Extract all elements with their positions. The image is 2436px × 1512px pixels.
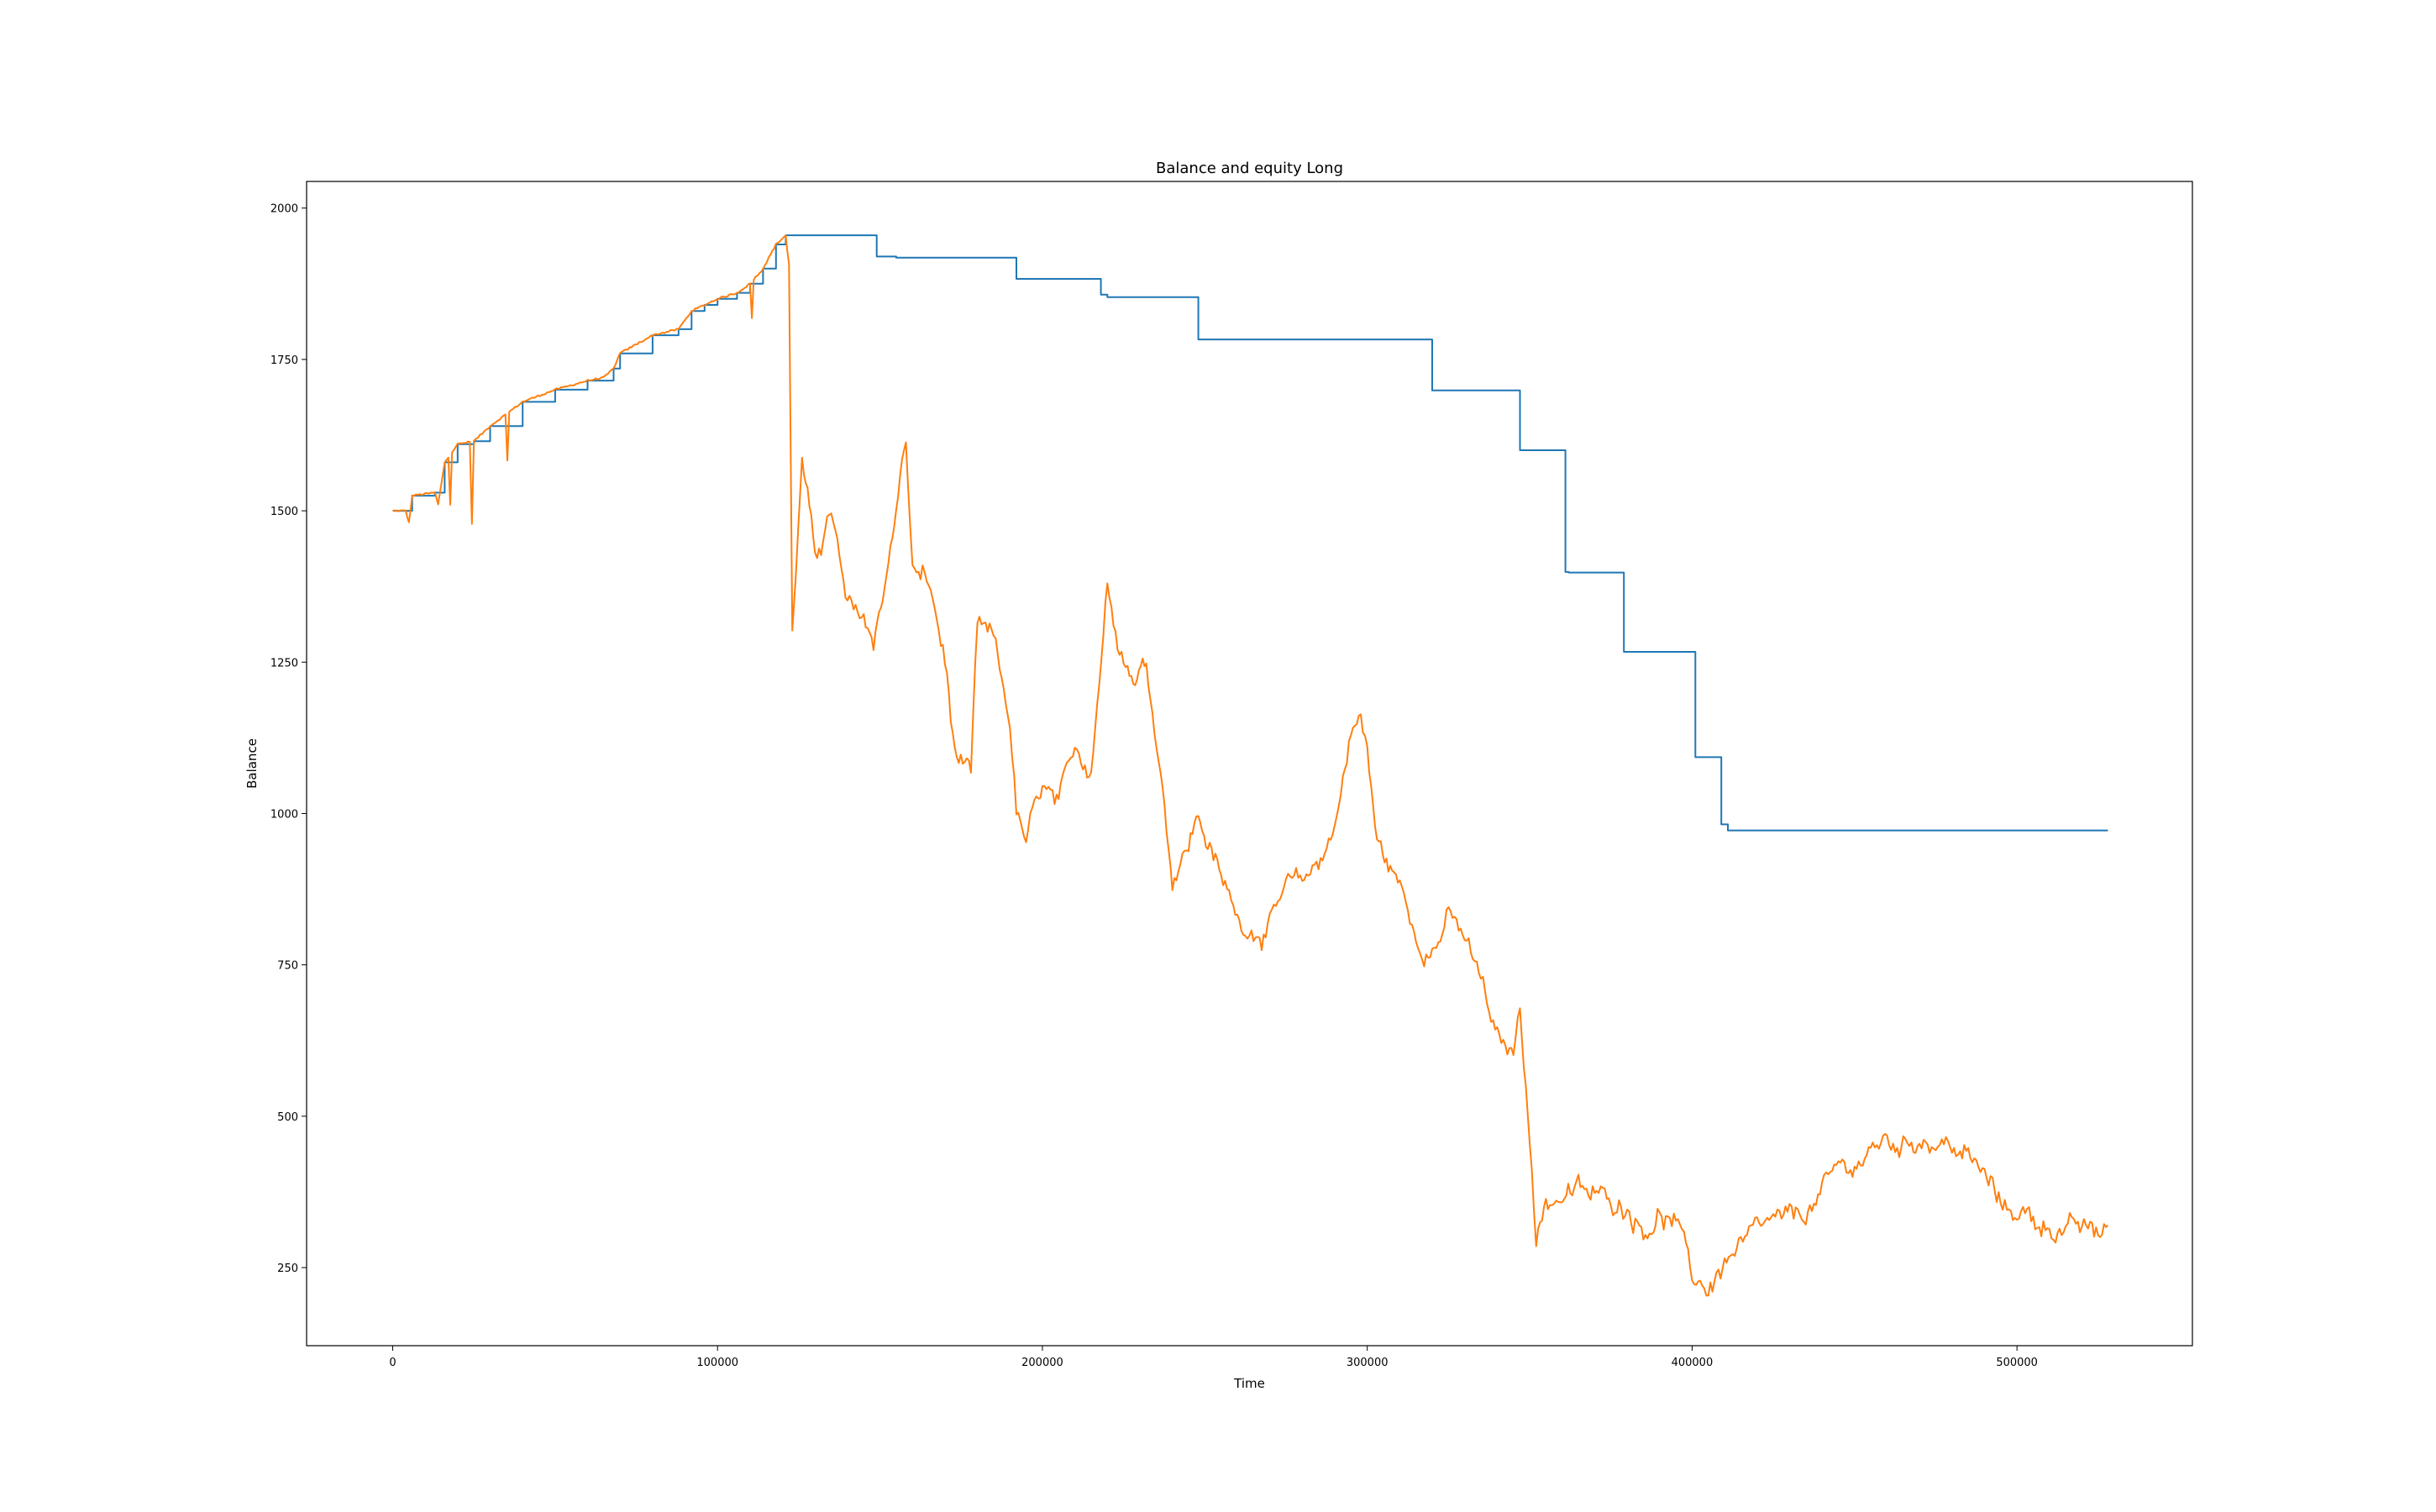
y-tick-label: 1750 xyxy=(270,354,298,367)
y-tick-label: 500 xyxy=(277,1111,298,1124)
y-tick-label: 1500 xyxy=(270,506,298,518)
x-axis-label: Time xyxy=(1233,1376,1265,1391)
y-axis-label: Balance xyxy=(244,738,260,789)
x-axis: 0 100000 200000 300000 400000 500000 xyxy=(389,1346,2038,1369)
x-tick-label: 200000 xyxy=(1021,1357,1063,1369)
y-tick-label: 1000 xyxy=(270,808,298,821)
x-tick-label: 500000 xyxy=(1996,1357,2038,1369)
plot-lines xyxy=(392,234,2109,1297)
y-tick-label: 750 xyxy=(277,960,298,973)
y-tick-label: 1250 xyxy=(270,657,298,669)
x-tick-label: 100000 xyxy=(696,1357,738,1369)
y-axis: 250 500 750 1000 1250 1500 1750 2000 xyxy=(270,203,307,1275)
x-tick-label: 400000 xyxy=(1672,1357,1714,1369)
x-tick-label: 0 xyxy=(389,1357,396,1369)
y-tick-label: 250 xyxy=(277,1263,298,1275)
plot-frame xyxy=(306,181,2193,1347)
equity-series-line xyxy=(392,234,2109,1297)
y-tick-label: 2000 xyxy=(270,203,298,216)
chart-title: Balance and equity Long xyxy=(1156,160,1343,177)
x-tick-label: 300000 xyxy=(1347,1357,1389,1369)
balance-series-line xyxy=(392,234,2108,832)
